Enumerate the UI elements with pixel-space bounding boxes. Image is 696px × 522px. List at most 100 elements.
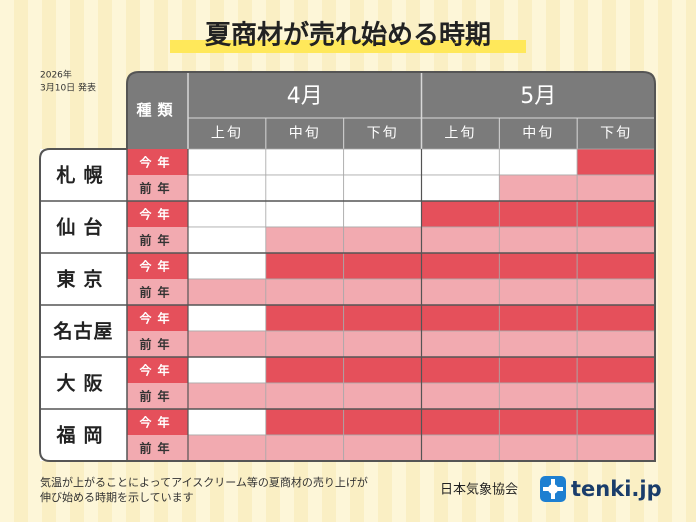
period-cell	[187, 200, 267, 228]
year-label: 前年	[139, 441, 175, 456]
period-cell	[187, 148, 267, 176]
year-label: 前年	[139, 181, 175, 196]
city-name: 名古屋	[53, 320, 113, 343]
period-cell	[576, 174, 656, 202]
period-cell	[187, 278, 267, 306]
period-cell	[498, 200, 578, 228]
period-cell	[576, 200, 656, 228]
period-header: 中旬	[289, 126, 321, 142]
year-label: 前年	[139, 389, 175, 404]
year-label-cell	[127, 279, 188, 305]
period-cell	[343, 252, 422, 280]
period-cell	[265, 148, 345, 176]
type-header: 種類	[136, 101, 178, 119]
year-label-cell	[127, 357, 188, 383]
period-cell	[498, 148, 578, 176]
period-cell	[498, 382, 578, 410]
period-header: 下旬	[367, 126, 399, 142]
period-cell	[576, 408, 656, 436]
period-cell	[343, 200, 422, 228]
year-label-cell	[127, 409, 188, 435]
year-label-cell	[127, 253, 188, 279]
period-cell	[187, 382, 267, 410]
title: 夏商材が売れ始める時期	[205, 20, 491, 51]
period-cell	[343, 330, 422, 358]
period-cell	[187, 252, 267, 280]
month-header: 4月	[287, 84, 323, 109]
period-cell	[265, 408, 345, 436]
note-line: 気温が上がることによってアイスクリーム等の夏商材の売り上げが	[40, 475, 368, 489]
period-cell	[343, 304, 422, 332]
city-cell	[40, 201, 127, 253]
period-cell	[421, 278, 500, 306]
period-cell	[498, 408, 578, 436]
period-cell	[421, 174, 500, 202]
month-header: 5月	[520, 84, 556, 109]
city-name: 福岡	[55, 424, 110, 447]
date-announce: 3月10日 発表	[40, 82, 96, 94]
period-cell	[343, 434, 422, 462]
period-cell	[265, 330, 345, 358]
year-label: 今年	[139, 311, 175, 326]
year-label: 今年	[139, 207, 175, 222]
period-cell	[343, 278, 422, 306]
period-cell	[343, 408, 422, 436]
period-header: 中旬	[522, 126, 554, 142]
year-label-cell	[127, 149, 188, 175]
year-label-cell	[127, 201, 188, 227]
period-cell	[421, 408, 500, 436]
year-label-cell	[127, 435, 188, 461]
year-label-cell	[127, 175, 188, 201]
city-name: 札幌	[55, 164, 110, 187]
period-cell	[265, 356, 345, 384]
period-cell	[576, 226, 656, 254]
period-cell	[498, 174, 578, 202]
period-cell	[187, 330, 267, 358]
period-cell	[187, 434, 267, 462]
period-header: 上旬	[211, 126, 243, 142]
logo-icon	[540, 476, 566, 502]
period-cell	[498, 330, 578, 358]
period-cell	[343, 148, 422, 176]
year-label-cell	[127, 227, 188, 253]
period-cell	[576, 330, 656, 358]
city-cell	[40, 357, 127, 409]
year-label-cell	[127, 305, 188, 331]
year-label-cell	[127, 331, 188, 357]
period-cell	[187, 174, 267, 202]
period-cell	[265, 252, 345, 280]
period-cell	[265, 200, 345, 228]
period-cell	[576, 252, 656, 280]
period-cell	[421, 434, 500, 462]
year-label: 今年	[139, 259, 175, 274]
period-cell	[187, 226, 267, 254]
period-cell	[343, 174, 422, 202]
period-cell	[576, 148, 656, 176]
period-cell	[265, 434, 345, 462]
title-highlight	[170, 40, 526, 53]
period-cell	[576, 278, 656, 306]
city-name: 東京	[56, 268, 110, 291]
period-cell	[576, 304, 656, 332]
year-label: 前年	[139, 285, 175, 300]
period-cell	[576, 356, 656, 384]
organization: 日本気象協会	[440, 482, 518, 498]
period-header: 下旬	[600, 126, 632, 142]
city-name: 大阪	[56, 372, 110, 395]
period-cell	[421, 148, 500, 176]
city-cell	[40, 149, 127, 201]
city-name: 仙台	[55, 216, 110, 239]
year-label: 今年	[139, 415, 175, 430]
period-cell	[498, 356, 578, 384]
header-bg	[127, 72, 655, 149]
period-cell	[265, 226, 345, 254]
period-cell	[576, 382, 656, 410]
period-cell	[421, 226, 500, 254]
city-cell	[40, 305, 127, 357]
period-cell	[421, 304, 500, 332]
date-year: 2026年	[40, 69, 72, 81]
period-cell	[343, 356, 422, 384]
period-cell	[187, 356, 267, 384]
